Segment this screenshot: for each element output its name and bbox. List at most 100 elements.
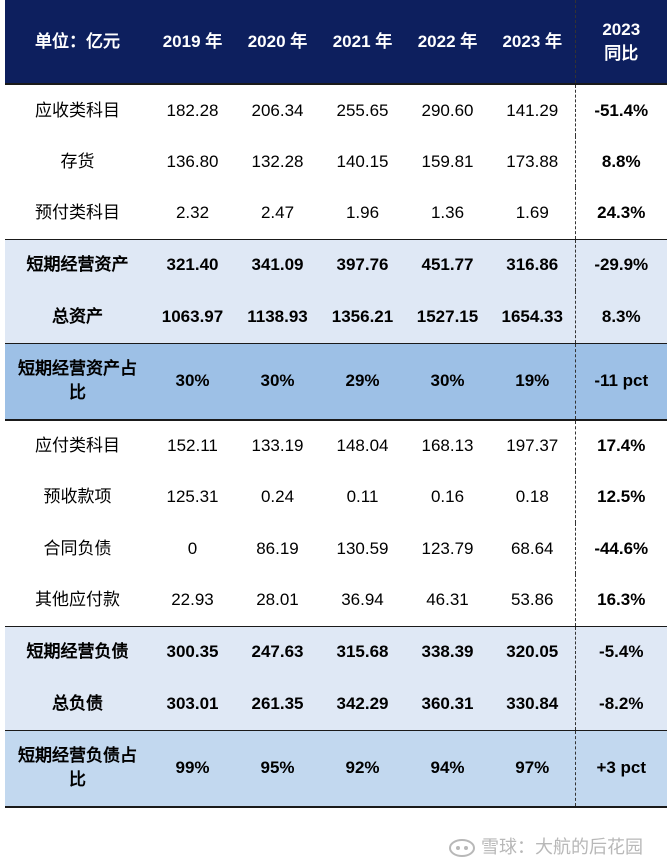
cell-value: 315.68 — [320, 625, 405, 678]
cell-value: 0 — [187, 538, 198, 558]
cell-value: 338.39 — [405, 625, 490, 678]
cell-yoy: 16.3% — [574, 574, 667, 626]
cell-value: 168.13 — [421, 436, 474, 455]
cell-value: 451.77 — [405, 238, 490, 291]
cell-value: 148.04 — [336, 436, 389, 455]
header-year: 2021 年 — [320, 0, 405, 84]
cell-yoy: 8.3% — [574, 291, 667, 343]
cell-value: 28.01 — [256, 589, 299, 609]
cell-value: 29% — [320, 342, 405, 421]
table-row: 总负债 303.01 261.35 342.29 360.31 330.84 -8.2% — [5, 678, 667, 730]
cell-value: 330.84 — [490, 678, 575, 730]
cell-yoy: -11 pct — [574, 342, 667, 421]
table-row: 短期经营资产占比 30% 30% 29% 30% 19% -11 pct — [5, 342, 667, 421]
cell-value: 261.35 — [235, 678, 320, 730]
table-row: 其他应付款 22.93 28.01 36.94 46.31 53.86 16.3% — [5, 574, 667, 626]
cell-value: 1.36 — [430, 202, 465, 222]
cell-value: 97% — [490, 729, 575, 808]
cell-value: 130.59 — [336, 538, 389, 558]
cell-value: 1063.97 — [150, 291, 235, 343]
row-label: 应付类科目 — [35, 436, 120, 455]
row-label: 预付类科目 — [35, 202, 120, 222]
header-year: 2019 年 — [150, 0, 235, 84]
watermark-text: 雪球：大航的后花园 — [481, 837, 644, 857]
snowball-logo-icon — [449, 839, 475, 858]
cell-value: 1356.21 — [320, 291, 405, 343]
cell-value: 342.29 — [320, 678, 405, 730]
cell-value: 247.63 — [235, 625, 320, 678]
cell-value: 0.18 — [515, 487, 549, 506]
table-row: 总资产 1063.97 1138.93 1356.21 1527.15 1654.33 8.… — [5, 291, 667, 343]
row-label: 短期经营负债占比 — [5, 729, 150, 808]
cell-yoy: 17.4% — [574, 420, 667, 471]
row-label: 总负债 — [5, 678, 150, 730]
cell-value: 173.88 — [506, 151, 559, 171]
cell-yoy: -8.2% — [574, 678, 667, 730]
cell-value: 0.24 — [260, 487, 295, 506]
cell-value: 303.01 — [150, 678, 235, 730]
cell-value: 133.19 — [251, 436, 304, 455]
row-label: 预收款项 — [43, 487, 112, 506]
cell-value: 30% — [235, 342, 320, 421]
cell-value: 397.76 — [320, 238, 405, 291]
row-label: 合同负债 — [43, 538, 112, 558]
cell-value: 2.47 — [260, 202, 295, 222]
cell-value: 1.69 — [515, 202, 549, 222]
cell-value: 86.19 — [256, 538, 299, 558]
table-row: 应收类科目 182.28 206.34 255.65 290.60 141.29 -51.4… — [5, 84, 667, 136]
row-label: 短期经营资产 — [5, 238, 150, 291]
header-yoy: 2023 同比 — [574, 0, 667, 84]
cell-value: 1.96 — [345, 202, 380, 222]
cell-value: 140.15 — [336, 151, 389, 171]
cell-value: 94% — [405, 729, 490, 808]
header-row: 单位：亿元 2019 年 2020 年 2021 年 2022 年 2023 年… — [5, 0, 667, 84]
cell-value: 1654.33 — [490, 291, 575, 343]
row-label: 其他应付款 — [35, 589, 120, 609]
header-year: 2020 年 — [235, 0, 320, 84]
table-row: 应付类科目 152.11 133.19 148.04 168.13 197.37 17.4% — [5, 420, 667, 471]
cell-value: 46.31 — [426, 589, 469, 609]
cell-value: 182.28 — [166, 100, 219, 120]
cell-value: 1527.15 — [405, 291, 490, 343]
cell-value: 30% — [405, 342, 490, 421]
cell-value: 255.65 — [336, 100, 389, 120]
cell-value: 341.09 — [235, 238, 320, 291]
table-row: 短期经营资产 321.40 341.09 397.76 451.77 316.86 -29.… — [5, 238, 667, 291]
cell-value: 19% — [490, 342, 575, 421]
table-row: 合同负债 0 86.19 130.59 123.79 68.64 -44.6% — [5, 523, 667, 574]
row-label: 短期经营资产占比 — [5, 342, 150, 421]
cell-yoy: -5.4% — [574, 625, 667, 678]
row-label: 应收类科目 — [35, 100, 120, 120]
cell-value: 125.31 — [166, 487, 219, 506]
cell-yoy: -29.9% — [574, 238, 667, 291]
cell-value: 320.05 — [490, 625, 575, 678]
table-row: 短期经营负债 300.35 247.63 315.68 338.39 320.05 -5.4… — [5, 625, 667, 678]
balance-table: 单位：亿元 2019 年 2020 年 2021 年 2022 年 2023 年… — [5, 0, 667, 808]
cell-value: 92% — [320, 729, 405, 808]
cell-value: 68.64 — [510, 538, 554, 558]
header-year: 2022 年 — [405, 0, 490, 84]
cell-value: 136.80 — [166, 151, 219, 171]
cell-value: 123.79 — [421, 538, 474, 558]
cell-yoy: -51.4% — [574, 84, 667, 136]
cell-value: 197.37 — [506, 436, 559, 455]
cell-yoy: +3 pct — [574, 729, 667, 808]
cell-value: 152.11 — [167, 436, 218, 455]
header-unit: 单位：亿元 — [5, 0, 150, 84]
cell-value: 53.86 — [510, 589, 554, 609]
cell-value: 206.34 — [251, 100, 304, 120]
cell-value: 290.60 — [421, 100, 474, 120]
row-label: 短期经营负债 — [5, 625, 150, 678]
cell-value: 132.28 — [251, 151, 304, 171]
cell-value: 2.32 — [175, 202, 210, 222]
cell-value: 321.40 — [150, 238, 235, 291]
table-row: 预付类科目 2.32 2.47 1.96 1.36 1.69 24.3% — [5, 187, 667, 239]
cell-yoy: 12.5% — [574, 471, 667, 523]
cell-value: 30% — [150, 342, 235, 421]
header-year: 2023 年 — [490, 0, 575, 84]
cell-value: 22.93 — [171, 589, 214, 609]
table-row: 存货 136.80 132.28 140.15 159.81 173.88 8.8% — [5, 136, 667, 187]
cell-value: 95% — [235, 729, 320, 808]
cell-value: 99% — [150, 729, 235, 808]
cell-yoy: 8.8% — [574, 136, 667, 187]
